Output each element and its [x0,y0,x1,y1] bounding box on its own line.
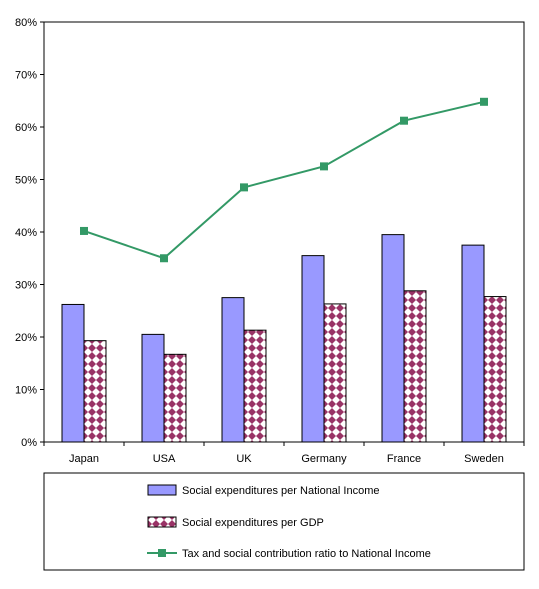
bar-series-2 [483,296,507,443]
legend-label-series-3: Tax and social contribution ratio to Nat… [182,548,431,560]
y-tick-label: 70% [15,70,37,82]
legend-box [43,472,525,571]
line-point [480,97,488,106]
legend-swatch-series-2 [147,516,177,528]
x-axis-labels: Japan USA UK Germany France Sweden [43,442,525,465]
bar-series-2 [403,290,427,443]
legend-label-series-2: Social expenditures per GDP [182,517,324,529]
bar-series-1 [61,303,85,443]
line-point [320,162,328,171]
y-tick-label: 30% [15,280,37,292]
y-axis-ticks: 0% 10% 20% 30% 40% 50% 60% 70% 80% [15,17,44,449]
legend: Social expenditures per National Income … [43,472,525,571]
line-series-3-path [83,100,485,260]
legend-marker-series-3 [158,549,166,557]
line-point [160,254,168,263]
legend-swatch-series-1 [147,484,177,496]
y-tick-label: 60% [15,122,37,134]
y-tick-label: 50% [15,175,37,187]
x-tick-label: Japan [69,453,99,465]
y-tick-label: 0% [21,437,37,449]
y-tick-label: 20% [15,332,37,344]
y-tick-label: 40% [15,227,37,239]
plot-area [43,21,525,443]
bar-series-2 [163,353,187,443]
line-point [240,183,248,192]
bars [61,234,507,443]
bar-series-1 [141,333,165,443]
x-tick-label: France [387,453,421,465]
line-series [80,97,488,263]
bar-series-1 [301,255,325,443]
bar-series-2 [83,340,107,443]
x-tick-label: USA [153,453,176,465]
y-tick-label: 10% [15,385,37,397]
x-tick-label: Sweden [464,453,504,465]
bar-series-1 [381,234,405,443]
bar-series-2 [323,303,347,443]
x-tick-label: UK [236,453,252,465]
legend-label-series-1: Social expenditures per National Income [182,485,380,497]
x-tick-label: Germany [301,453,347,465]
line-point [80,226,88,235]
bar-series-1 [221,297,245,443]
bar-series-2 [243,329,267,443]
line-point [400,116,408,125]
bar-series-1 [461,244,485,443]
y-tick-label: 80% [15,17,37,29]
